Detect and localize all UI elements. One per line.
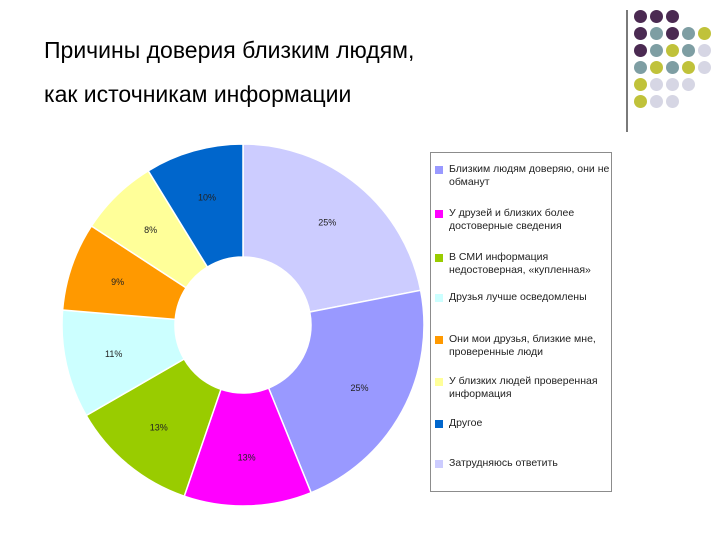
legend-swatch [435,336,443,344]
decor-dot [682,27,695,40]
legend-swatch [435,294,443,302]
legend-item: Они мои друзья, близкие мне, проверенные… [435,333,611,359]
legend-item: Близким людям доверяю, они не обманут [435,163,611,189]
title-line-1: Причины доверия близким людям, [44,37,415,63]
pie-slice-1 [242,143,422,313]
legend-swatch [435,166,443,174]
decor-dot [650,95,663,108]
legend-item: В СМИ информация недостоверная, «купленн… [435,251,611,277]
slice-label-4: 13% [150,422,168,432]
legend-swatch [435,254,443,262]
slice-label-8: 10% [198,192,216,202]
decor-dot [682,61,695,74]
legend-label: Друзья лучше осведомлены [449,291,587,303]
slice-label-5: 11% [105,349,122,359]
decor-dot [650,27,663,40]
decor-dot [698,44,711,57]
decor-dot [650,44,663,57]
decor-dot [634,61,647,74]
title-line-2: как источникам информации [44,81,352,107]
legend-swatch [435,210,443,218]
legend-item: Затрудняюсь ответить [435,457,611,470]
slice-label-3: 13% [238,452,256,462]
legend-swatch [435,420,443,428]
slice-label-7: 8% [144,225,157,235]
pie-slice-8 [147,143,244,269]
chart-legend: Близким людям доверяю, они не обманут У д… [430,152,612,492]
decor-dot [666,44,679,57]
legend-swatch [435,378,443,386]
legend-label: У близких людей проверенная информация [449,375,598,400]
legend-swatch [435,460,443,468]
decor-dot [666,78,679,91]
legend-item: Друзья лучше осведомлены [435,291,611,304]
decor-dot [682,44,695,57]
legend-label: Они мои друзья, близкие мне, проверенные… [449,333,596,358]
decor-dot [634,10,647,23]
legend-item: У друзей и близких более достоверные све… [435,207,611,233]
legend-label: У друзей и близких более достоверные све… [449,207,575,232]
decorative-dot-grid [634,10,720,120]
decor-dot [698,27,711,40]
decor-dot [634,95,647,108]
legend-label: Другое [449,417,483,429]
legend-item: У близких людей проверенная информация [435,375,611,401]
legend-label: В СМИ информация недостоверная, «купленн… [449,251,591,276]
decor-dot [650,61,663,74]
slice-label-6: 9% [111,277,124,287]
decorative-divider [626,10,628,132]
decor-dot [666,27,679,40]
decor-dot [634,44,647,57]
decor-dot [650,78,663,91]
decor-dot [666,61,679,74]
pie-slice-2 [267,289,425,494]
decor-dot [666,10,679,23]
slice-label-1: 25% [318,218,336,228]
decor-dot [698,61,711,74]
decor-dot [682,78,695,91]
legend-label: Близким людям доверяю, они не обманут [449,163,610,188]
legend-item: Другое [435,417,611,430]
legend-label: Затрудняюсь ответить [449,457,558,469]
decor-dot [634,78,647,91]
decor-dot [650,10,663,23]
slice-label-2: 25% [351,383,369,393]
page-title: Причины доверия близким людям, как источ… [44,28,414,116]
decor-dot [634,27,647,40]
decor-dot [666,95,679,108]
